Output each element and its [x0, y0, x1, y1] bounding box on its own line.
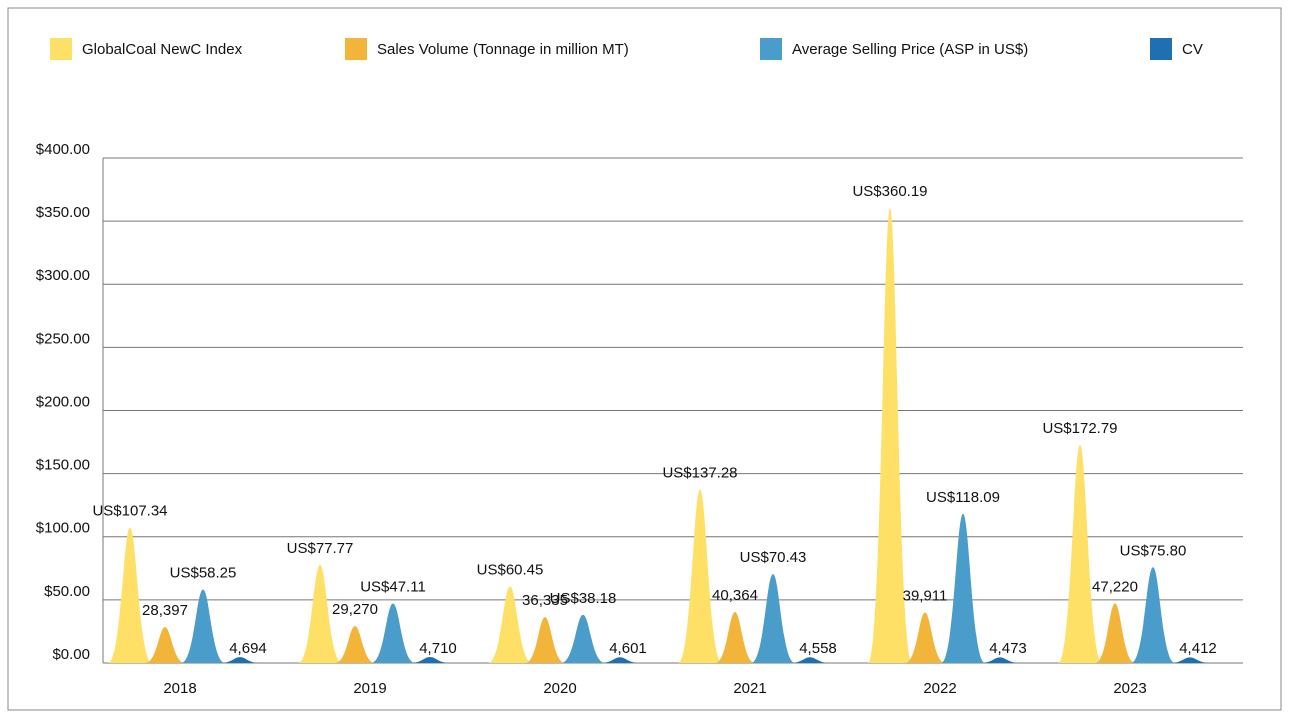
value-label: US$47.11 [360, 578, 426, 595]
spike [1095, 603, 1135, 663]
y-tick-label: $250.00 [36, 330, 90, 347]
x-tick-label: 2018 [163, 680, 196, 697]
spike [371, 603, 415, 663]
value-label: 4,710 [419, 640, 457, 657]
value-label: US$58.25 [170, 564, 237, 581]
value-label: US$360.19 [852, 183, 927, 200]
spike [525, 617, 565, 663]
spike [108, 527, 152, 663]
legend-label: CV [1182, 41, 1203, 58]
y-tick-label: $200.00 [36, 393, 90, 410]
value-label: US$137.28 [662, 465, 737, 482]
spike [335, 626, 375, 663]
value-label: 4,558 [799, 640, 837, 657]
value-label: US$77.77 [287, 540, 354, 557]
spike [561, 614, 605, 663]
value-label: US$70.43 [740, 549, 807, 566]
value-label: 39,911 [903, 588, 948, 605]
spike [751, 574, 795, 663]
spike [1058, 444, 1102, 663]
value-label: 4,694 [229, 640, 267, 657]
legend-swatch [760, 38, 782, 60]
legend-label: Average Selling Price (ASP in US$) [792, 41, 1028, 58]
spike [790, 657, 830, 663]
spike [410, 657, 450, 663]
spike [980, 657, 1020, 663]
y-tick-label: $50.00 [44, 583, 90, 600]
x-tick-label: 2020 [543, 680, 576, 697]
x-tick-label: 2022 [923, 680, 956, 697]
legend-swatch [1150, 38, 1172, 60]
y-tick-label: $350.00 [36, 204, 90, 221]
y-tick-label: $0.00 [52, 646, 90, 663]
x-tick-label: 2021 [733, 680, 766, 697]
value-label: 36,335 [522, 592, 568, 609]
spike [600, 657, 640, 663]
legend-label: GlobalCoal NewC Index [82, 41, 243, 58]
value-label: US$60.45 [477, 562, 544, 579]
value-label: US$38.18 [550, 590, 617, 607]
value-label: 4,473 [989, 640, 1027, 657]
value-label: US$118.09 [926, 489, 1000, 506]
y-tick-label: $150.00 [36, 457, 90, 474]
spike [905, 612, 945, 663]
spike [941, 513, 985, 663]
value-label: US$75.80 [1120, 542, 1187, 559]
value-label: 28,397 [142, 602, 188, 619]
value-label: 47,220 [1092, 578, 1138, 595]
legend-label: Sales Volume (Tonnage in million MT) [377, 41, 629, 58]
y-tick-label: $400.00 [36, 141, 90, 158]
y-tick-label: $100.00 [36, 520, 90, 537]
spike [220, 657, 260, 663]
spike [1131, 567, 1175, 663]
spike [678, 489, 722, 663]
spike [298, 564, 342, 663]
legend-swatch [50, 38, 72, 60]
value-label: 4,412 [1179, 640, 1217, 657]
value-label: 4,601 [609, 640, 647, 657]
y-tick-label: $300.00 [36, 267, 90, 284]
chart-frame [7, 7, 1282, 711]
spike [145, 627, 185, 663]
spike [181, 589, 225, 663]
spike [1170, 657, 1210, 663]
spike [715, 612, 755, 663]
value-label: US$107.34 [92, 502, 167, 519]
legend-swatch [345, 38, 367, 60]
value-label: 29,270 [332, 601, 378, 618]
value-label: US$172.79 [1042, 420, 1117, 437]
spike [868, 208, 912, 663]
value-label: 40,364 [712, 587, 758, 604]
spike [488, 586, 532, 663]
x-tick-label: 2023 [1113, 680, 1146, 697]
x-tick-label: 2019 [353, 680, 386, 697]
